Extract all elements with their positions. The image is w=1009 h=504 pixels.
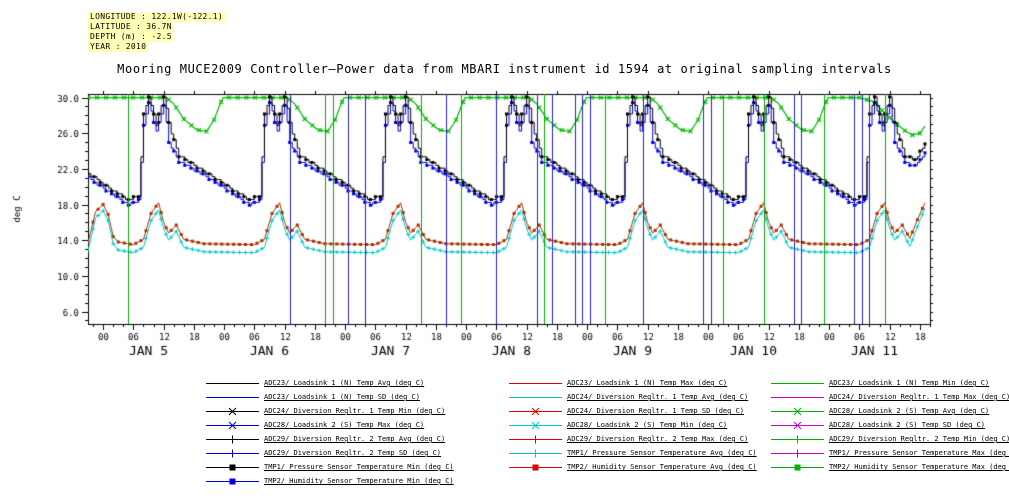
chart-title: Mooring MUCE2009 Controller—Power data f… bbox=[117, 62, 892, 76]
legend-line-swatch bbox=[771, 464, 824, 471]
legend-label[interactable]: ADC24/ Diversion Regltr. 1 Temp Avg (deg… bbox=[567, 393, 749, 401]
legend-line-swatch bbox=[206, 383, 259, 384]
legend-label[interactable]: ADC28/ Loadsink 2 (S) Temp Avg (deg C) bbox=[829, 407, 990, 415]
legend-label[interactable]: TMP1/ Pressure Sensor Temperature Min (d… bbox=[264, 463, 454, 471]
legend-item[interactable]: ADC23/ Loadsink 1 (N) Temp SD (deg C) bbox=[205, 392, 508, 403]
legend-item[interactable]: ADC29/ Diversion Regltr. 2 Temp SD (deg … bbox=[205, 448, 508, 459]
legend-label[interactable]: ADC29/ Diversion Regltr. 2 Temp SD (deg … bbox=[264, 449, 442, 457]
legend-line-swatch bbox=[509, 383, 562, 384]
meta-year: YEAR : 2010 bbox=[88, 42, 149, 52]
legend-label[interactable]: ADC28/ Loadsink 2 (S) Temp Max (deg C) bbox=[264, 421, 425, 429]
legend-line-swatch bbox=[206, 449, 259, 458]
legend-item[interactable]: TMP2/ Humidity Sensor Temperature Max (d… bbox=[770, 462, 1009, 473]
legend-line-swatch bbox=[206, 397, 259, 398]
legend-item[interactable]: ADC24/ Diversion Regltr. 1 Temp Min (deg… bbox=[205, 406, 508, 417]
legend-label[interactable]: ADC23/ Loadsink 1 (N) Temp Max (deg C) bbox=[567, 379, 728, 387]
legend-item[interactable]: TMP2/ Humidity Sensor Temperature Min (d… bbox=[205, 476, 508, 487]
legend-line-swatch bbox=[206, 464, 259, 471]
legend-line-swatch bbox=[771, 383, 824, 384]
legend-label[interactable]: ADC29/ Diversion Regltr. 2 Temp Min (deg… bbox=[829, 435, 1009, 443]
legend-label[interactable]: ADC24/ Diversion Regltr. 1 Temp Min (deg… bbox=[264, 407, 446, 415]
legend-label[interactable]: ADC23/ Loadsink 1 (N) Temp Avg (deg C) bbox=[264, 379, 425, 387]
legend-line-swatch bbox=[509, 449, 562, 458]
legend-line-swatch bbox=[771, 435, 824, 444]
legend-label[interactable]: ADC28/ Loadsink 2 (S) Temp Min (deg C) bbox=[567, 421, 728, 429]
legend-line-swatch bbox=[206, 421, 259, 430]
legend-item[interactable]: ADC28/ Loadsink 2 (S) Temp Max (deg C) bbox=[205, 420, 508, 431]
legend-line-swatch bbox=[509, 397, 562, 398]
legend-label[interactable]: TMP2/ Humidity Sensor Temperature Min (d… bbox=[264, 477, 454, 485]
legend-label[interactable]: TMP1/ Pressure Sensor Temperature Avg (d… bbox=[567, 449, 757, 457]
legend-item[interactable]: ADC24/ Diversion Regltr. 1 Temp Avg (deg… bbox=[508, 392, 770, 403]
legend-item[interactable]: ADC23/ Loadsink 1 (N) Temp Min (deg C) bbox=[770, 378, 1009, 389]
legend-item[interactable]: TMP1/ Pressure Sensor Temperature Max (d… bbox=[770, 448, 1009, 459]
legend-line-swatch bbox=[509, 421, 562, 430]
legend-label[interactable]: ADC24/ Diversion Regltr. 1 Temp SD (deg … bbox=[567, 407, 745, 415]
legend-label[interactable]: TMP1/ Pressure Sensor Temperature Max (d… bbox=[829, 449, 1009, 457]
legend-item[interactable]: TMP1/ Pressure Sensor Temperature Avg (d… bbox=[508, 448, 770, 459]
header-meta: LONGITUDE : 122.1W(-122.1) LATITUDE : 36… bbox=[88, 12, 226, 52]
legend: ADC23/ Loadsink 1 (N) Temp Avg (deg C) AD… bbox=[205, 378, 1009, 487]
legend-line-swatch bbox=[206, 407, 259, 416]
legend-item[interactable]: ADC24/ Diversion Regltr. 1 Temp Max (deg… bbox=[770, 392, 1009, 403]
legend-label[interactable]: ADC23/ Loadsink 1 (N) Temp SD (deg C) bbox=[264, 393, 420, 401]
legend-item[interactable]: ADC29/ Diversion Regltr. 2 Temp Max (deg… bbox=[508, 434, 770, 445]
legend-item[interactable]: TMP1/ Pressure Sensor Temperature Min (d… bbox=[205, 462, 508, 473]
legend-item[interactable]: ADC29/ Diversion Regltr. 2 Temp Avg (deg… bbox=[205, 434, 508, 445]
legend-line-swatch bbox=[771, 397, 824, 398]
legend-label[interactable]: ADC23/ Loadsink 1 (N) Temp Min (deg C) bbox=[829, 379, 990, 387]
legend-item[interactable]: ADC24/ Diversion Regltr. 1 Temp SD (deg … bbox=[508, 406, 770, 417]
legend-item[interactable]: ADC28/ Loadsink 2 (S) Temp Min (deg C) bbox=[508, 420, 770, 431]
legend-label[interactable]: ADC28/ Loadsink 2 (S) Temp SD (deg C) bbox=[829, 421, 985, 429]
legend-line-swatch bbox=[206, 435, 259, 444]
legend-item[interactable]: ADC28/ Loadsink 2 (S) Temp SD (deg C) bbox=[770, 420, 1009, 431]
legend-line-swatch bbox=[771, 407, 824, 416]
legend-item[interactable]: ADC23/ Loadsink 1 (N) Temp Avg (deg C) bbox=[205, 378, 508, 389]
legend-line-swatch bbox=[771, 421, 824, 430]
legend-item[interactable]: TMP2/ Humidity Sensor Temperature Avg (d… bbox=[508, 462, 770, 473]
legend-line-swatch bbox=[509, 435, 562, 444]
legend-line-swatch bbox=[509, 407, 562, 416]
legend-label[interactable]: TMP2/ Humidity Sensor Temperature Avg (d… bbox=[567, 463, 757, 471]
meta-longitude: LONGITUDE : 122.1W(-122.1) bbox=[88, 12, 226, 22]
legend-item[interactable]: ADC29/ Diversion Regltr. 2 Temp Min (deg… bbox=[770, 434, 1009, 445]
legend-line-swatch bbox=[206, 478, 259, 485]
legend-label[interactable]: ADC29/ Diversion Regltr. 2 Temp Max (deg… bbox=[567, 435, 749, 443]
legend-item[interactable]: ADC28/ Loadsink 2 (S) Temp Avg (deg C) bbox=[770, 406, 1009, 417]
legend-label[interactable]: ADC24/ Diversion Regltr. 1 Temp Max (deg… bbox=[829, 393, 1009, 401]
meta-depth: DEPTH (m) : -2.5 bbox=[88, 32, 174, 42]
legend-item[interactable]: ADC23/ Loadsink 1 (N) Temp Max (deg C) bbox=[508, 378, 770, 389]
legend-line-swatch bbox=[771, 449, 824, 458]
legend-line-swatch bbox=[509, 464, 562, 471]
legend-label[interactable]: TMP2/ Humidity Sensor Temperature Max (d… bbox=[829, 463, 1009, 471]
plot-canvas bbox=[0, 84, 1009, 370]
meta-latitude: LATITUDE : 36.7N bbox=[88, 22, 174, 32]
legend-label[interactable]: ADC29/ Diversion Regltr. 2 Temp Avg (deg… bbox=[264, 435, 446, 443]
